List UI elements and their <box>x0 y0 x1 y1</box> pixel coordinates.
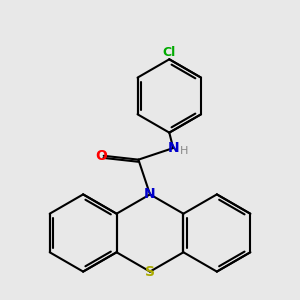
Text: H: H <box>180 146 188 156</box>
Text: S: S <box>145 265 155 279</box>
Text: N: N <box>144 188 156 201</box>
Text: O: O <box>95 149 107 163</box>
Text: N: N <box>167 141 179 155</box>
Text: Cl: Cl <box>163 46 176 59</box>
